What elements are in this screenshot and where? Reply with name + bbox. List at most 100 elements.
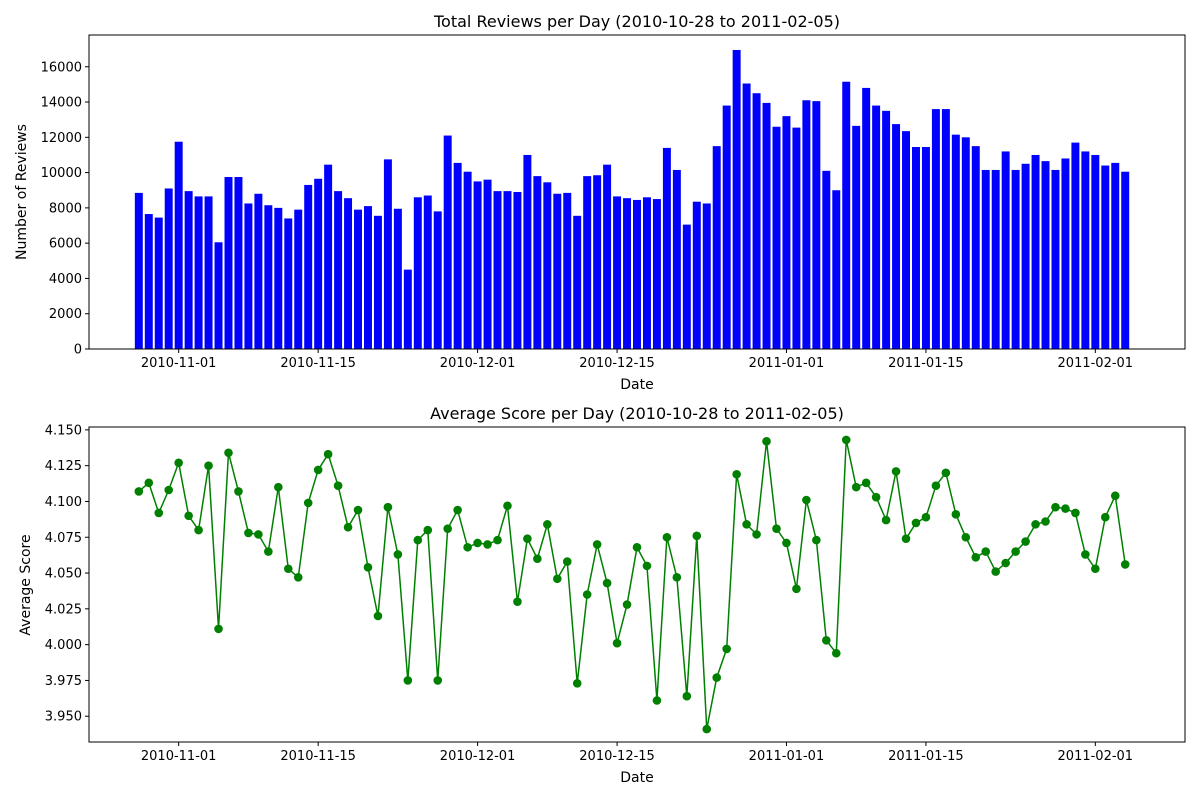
y-tick-label: 12000	[41, 131, 82, 146]
bar	[712, 146, 721, 349]
data-point	[692, 531, 702, 541]
data-point	[1001, 558, 1010, 568]
y-tick-label: 4.100	[45, 495, 82, 510]
data-point	[293, 573, 303, 582]
data-point	[981, 547, 991, 556]
bar	[144, 214, 153, 349]
y-tick-label: 4.025	[45, 602, 82, 617]
bar	[662, 147, 671, 349]
bar	[284, 218, 293, 349]
bar	[563, 192, 572, 349]
data-point	[1110, 491, 1120, 501]
bar	[314, 178, 323, 349]
data-point	[184, 511, 193, 521]
data-point	[493, 535, 502, 545]
data-point	[712, 673, 722, 682]
data-point	[841, 435, 851, 445]
bar	[194, 196, 203, 349]
bar	[882, 110, 891, 349]
data-point	[214, 624, 223, 634]
bar	[423, 195, 432, 349]
y-tick-label: 6000	[49, 237, 82, 252]
bar	[543, 182, 552, 349]
bar	[413, 197, 422, 349]
line-chart-axes: 2010-11-01 2010-11-15 2010-12-01 2010-12-15…	[45, 423, 1186, 764]
data-point	[1041, 517, 1050, 526]
bar	[364, 206, 372, 349]
bar	[872, 105, 881, 349]
data-point	[782, 538, 791, 548]
bar	[742, 83, 751, 349]
bar	[1071, 142, 1080, 349]
bar	[951, 134, 960, 349]
bar	[214, 242, 223, 349]
bar	[931, 109, 940, 349]
data-point	[283, 564, 293, 574]
data-point	[971, 553, 981, 562]
bar	[433, 211, 442, 349]
bar	[224, 177, 233, 349]
y-tick-label: 4.050	[45, 567, 82, 582]
data-point	[672, 573, 682, 582]
bar	[154, 217, 163, 349]
bar	[692, 201, 701, 349]
bar	[443, 135, 452, 349]
bar	[513, 192, 522, 349]
bar	[682, 224, 691, 349]
line-chart-title: Average Score per Day (2010-10-28 to 201…	[430, 404, 844, 423]
bar	[672, 169, 681, 349]
y-tick-label: 2000	[49, 307, 82, 322]
y-tick-label: 14000	[41, 96, 82, 111]
bar	[802, 100, 811, 350]
x-tick-label: 2010-12-15	[579, 356, 655, 371]
x-tick-label: 2010-12-01	[440, 356, 516, 371]
data-point	[921, 512, 931, 522]
data-point	[274, 482, 283, 492]
line-chart-frame	[88, 426, 1186, 743]
data-point	[722, 644, 731, 654]
data-point	[393, 550, 403, 559]
bar	[164, 188, 173, 349]
bar	[921, 147, 930, 349]
data-point	[1071, 508, 1080, 518]
data-point	[702, 724, 712, 734]
data-point	[572, 679, 582, 688]
y-tick-label: 4.000	[45, 638, 82, 653]
bar	[234, 177, 243, 349]
data-point	[652, 696, 662, 705]
data-point	[264, 547, 273, 556]
x-tick-label: 2011-02-01	[1058, 356, 1134, 371]
bar	[842, 81, 851, 349]
bar	[523, 154, 532, 349]
bar	[623, 198, 632, 349]
score-line	[138, 439, 1126, 730]
data-point	[772, 524, 781, 533]
bar	[732, 49, 741, 350]
bar	[274, 207, 283, 349]
bar	[1101, 165, 1110, 349]
data-point	[353, 505, 363, 515]
data-point	[1100, 512, 1110, 522]
bar	[573, 215, 582, 349]
data-point	[443, 524, 452, 533]
data-point	[503, 501, 512, 511]
y-tick-label: 10000	[41, 166, 82, 181]
data-point	[562, 557, 572, 566]
bar	[463, 171, 472, 349]
bar	[593, 175, 602, 349]
data-point	[523, 534, 532, 543]
bar	[1121, 171, 1130, 349]
data-point	[762, 437, 771, 446]
data-point	[413, 535, 423, 545]
data-point	[1081, 550, 1090, 559]
line-chart-xlabel: Date	[620, 770, 653, 786]
bar	[204, 196, 213, 349]
y-tick-label: 4.125	[45, 459, 82, 474]
bar-chart-ylabel: Number of Reviews	[14, 124, 30, 260]
data-point	[473, 538, 482, 548]
line-chart-ylabel: Average Score	[18, 534, 34, 635]
bar	[493, 191, 502, 349]
bar	[483, 179, 492, 349]
data-point	[343, 522, 353, 532]
